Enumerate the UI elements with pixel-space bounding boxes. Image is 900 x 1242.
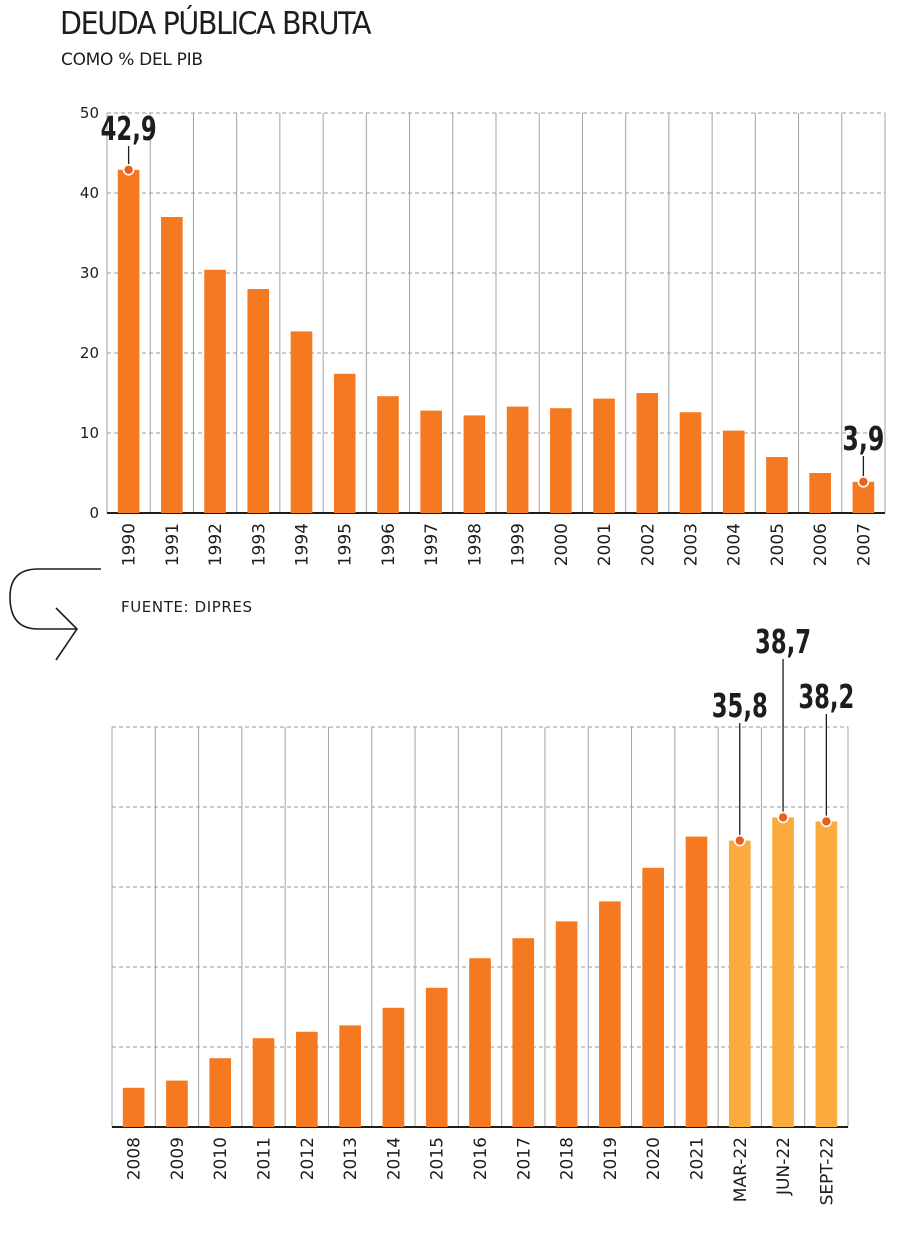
- x-tick-label: 2003: [682, 523, 702, 566]
- data-label: 38,7: [755, 622, 811, 661]
- bar: [166, 1080, 188, 1127]
- data-label: 38,2: [798, 677, 854, 716]
- chart-2008-2022: 2008 2009 2010 2011 2012 2013 2014 2015 2016 2017…: [111, 622, 854, 1205]
- x-tick-label: 2006: [811, 523, 831, 566]
- bar: [728, 840, 751, 1127]
- y-tick-label: 40: [80, 184, 99, 202]
- x-tick-label: 2004: [725, 523, 745, 566]
- source-note: FUENTE: DIPRES: [121, 598, 253, 616]
- x-tick-label: 1999: [509, 523, 529, 566]
- bar: [382, 1007, 405, 1127]
- y-tick-label: 10: [80, 424, 99, 442]
- x-tick-label: 1996: [379, 523, 399, 566]
- annotation-marker: [820, 815, 833, 828]
- bar: [204, 269, 226, 513]
- x-tick-label: 2018: [558, 1137, 578, 1180]
- bar: [117, 169, 140, 514]
- annotation-marker: [857, 475, 870, 488]
- data-label: 35,8: [712, 686, 768, 725]
- x-tick-label: 2002: [638, 523, 658, 566]
- x-tick-label: 1998: [465, 523, 485, 566]
- x-tick-label: 2012: [298, 1137, 318, 1180]
- chart-1990-2007: 0 10 20 30 40 50 1990 1991 1992 1993 1994 1995 1996 1…: [80, 104, 886, 566]
- annotation-marker: [777, 811, 789, 824]
- x-tick-label: SEPT-22: [817, 1137, 837, 1205]
- x-tick-label: 2016: [471, 1137, 491, 1180]
- annotation-marker: [122, 164, 135, 176]
- bar: [252, 1038, 275, 1127]
- bar: [377, 396, 399, 513]
- curved-arrow-icon: [9, 568, 101, 661]
- bar: [722, 430, 745, 513]
- bar: [506, 406, 529, 513]
- bar: [333, 373, 356, 513]
- data-label: 3,9: [842, 419, 884, 458]
- bar: [122, 1087, 145, 1127]
- bar: [463, 415, 486, 513]
- bar: [420, 410, 442, 513]
- x-tick-label: 2021: [687, 1137, 707, 1180]
- x-tick-label: 1997: [422, 523, 442, 566]
- y-tick-label: 50: [80, 104, 99, 122]
- x-tick-label: 1991: [163, 523, 183, 566]
- x-tick-label: 2005: [768, 523, 788, 566]
- bar: [161, 217, 183, 513]
- bar: [809, 473, 831, 513]
- annotation-marker: [733, 834, 746, 847]
- x-tick-label: 2000: [552, 523, 572, 566]
- x-tick-label: 2007: [854, 523, 874, 566]
- x-tick-label: 1994: [293, 523, 313, 566]
- x-tick-label: 2009: [168, 1137, 188, 1180]
- data-label: 42,9: [101, 109, 157, 148]
- bar: [766, 457, 788, 513]
- x-tick-label: MAR-22: [731, 1137, 751, 1202]
- x-tick-label: 2001: [595, 523, 615, 566]
- bar: [290, 331, 313, 513]
- y-tick-label: 0: [89, 504, 99, 522]
- x-tick-label: 1990: [120, 523, 140, 566]
- x-tick-label: 2010: [211, 1137, 231, 1180]
- x-tick-label: 2019: [601, 1137, 621, 1180]
- bar: [550, 408, 572, 513]
- bar: [555, 921, 578, 1127]
- chart-title: DEUDA PÚBLICA BRUTA: [60, 6, 371, 42]
- bar: [339, 1025, 361, 1127]
- x-tick-label: 2011: [255, 1137, 275, 1180]
- bar: [425, 987, 448, 1127]
- bar: [642, 867, 664, 1127]
- y-tick-label: 20: [80, 344, 99, 362]
- bar: [852, 481, 875, 513]
- bar: [685, 836, 708, 1127]
- bar: [772, 817, 794, 1127]
- x-tick-label: 2014: [384, 1137, 404, 1180]
- bar: [679, 412, 702, 513]
- bar: [512, 938, 535, 1127]
- bar: [247, 289, 270, 513]
- x-tick-label: 2017: [514, 1137, 534, 1180]
- x-tick-label: 1992: [206, 523, 226, 566]
- chart-subtitle: COMO % DEL PIB: [61, 50, 203, 70]
- x-tick-label: 2008: [125, 1137, 145, 1180]
- y-tick-label: 30: [80, 264, 99, 282]
- bar: [815, 821, 838, 1127]
- x-tick-label: JUN-22: [774, 1137, 794, 1196]
- x-tick-label: 2015: [428, 1137, 448, 1180]
- x-tick-label: 2020: [644, 1137, 664, 1180]
- bar: [469, 958, 491, 1127]
- bar: [593, 398, 615, 513]
- bar: [599, 901, 621, 1127]
- bar: [296, 1031, 318, 1127]
- bar: [636, 393, 659, 513]
- bar: [209, 1058, 232, 1127]
- x-tick-label: 1993: [249, 523, 269, 566]
- x-tick-label: 2013: [341, 1137, 361, 1180]
- x-tick-label: 1995: [336, 523, 356, 566]
